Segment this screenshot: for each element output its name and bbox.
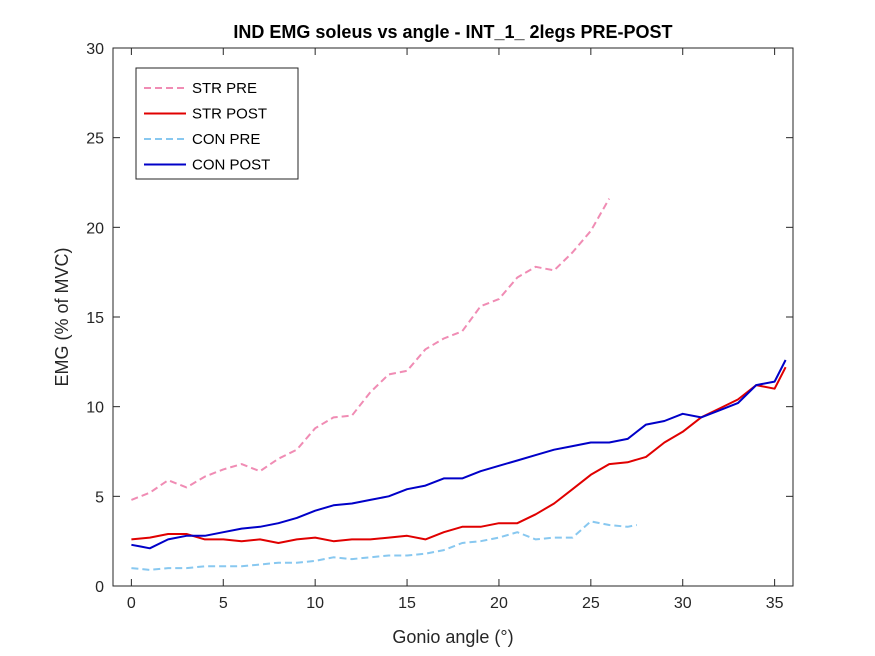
x-tick-label: 20 [490, 595, 508, 612]
x-tick-label: 25 [582, 595, 600, 612]
y-tick-label: 15 [86, 310, 104, 327]
y-tick-label: 30 [86, 41, 104, 58]
x-tick-label: 5 [219, 595, 228, 612]
y-tick-label: 10 [86, 400, 104, 417]
y-axis: 0 5 10 15 20 25 30 [86, 41, 793, 596]
series-line-con-post [131, 359, 787, 550]
legend-label-str-pre: STR PRE [192, 80, 257, 97]
x-tick-label: 10 [306, 595, 324, 612]
legend-label-con-post: CON POST [192, 157, 270, 174]
y-axis-label: EMG (% of MVC) [52, 247, 72, 386]
legend-label-con-pre: CON PRE [192, 131, 260, 148]
y-tick-label: 5 [95, 489, 104, 506]
chart-title: IND EMG soleus vs angle - INT_1_ 2legs P… [233, 22, 672, 42]
x-tick-label: 35 [766, 595, 784, 612]
legend: STR PRE STR POST CON PRE CON POST [135, 67, 299, 180]
legend-box [135, 67, 299, 180]
series-layer [131, 198, 787, 571]
y-tick-label: 0 [95, 579, 104, 596]
x-axis-label: Gonio angle (°) [392, 627, 513, 647]
x-tick-label: 15 [398, 595, 416, 612]
series-line-con-pre [131, 520, 637, 571]
series-line-str-pre [131, 198, 611, 501]
x-tick-label: 0 [127, 595, 136, 612]
x-axis: 0 5 10 15 20 25 30 35 [127, 48, 784, 612]
series-line-str-post [131, 366, 787, 544]
legend-label-str-post: STR POST [192, 106, 267, 123]
y-tick-label: 25 [86, 131, 104, 148]
x-tick-label: 30 [674, 595, 692, 612]
y-tick-label: 20 [86, 220, 104, 237]
